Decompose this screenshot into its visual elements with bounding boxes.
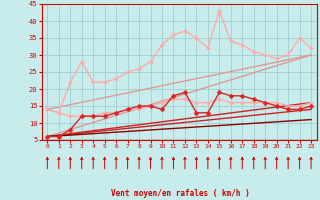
Text: Vent moyen/en rafales ( km/h ): Vent moyen/en rafales ( km/h ) bbox=[111, 189, 250, 198]
